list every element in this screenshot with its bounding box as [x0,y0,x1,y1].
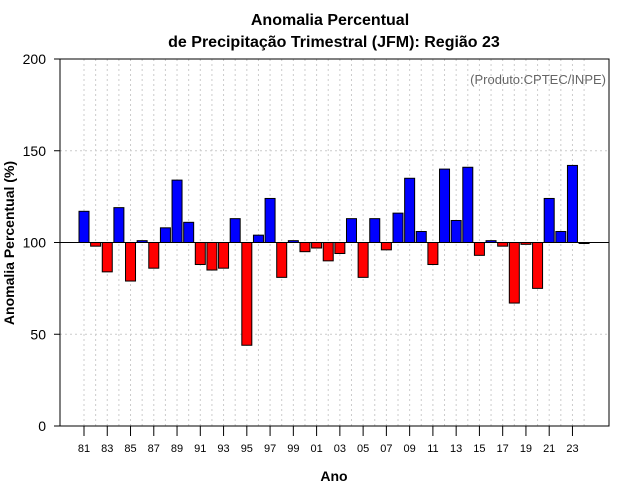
x-tick-label: 95 [241,443,253,455]
bars-layer [78,164,590,346]
y-axis-label: Anomalia Percentual (%) [1,161,17,325]
chart-title: Anomalia Percentual [251,12,409,29]
bar-96 [252,234,264,244]
chart-subtitle: de Precipitação Trimestral (JFM): Região… [168,34,500,51]
x-tick-label: 91 [194,443,206,455]
x-tick-label: 13 [450,443,462,455]
bar-01 [311,242,323,249]
x-tick-label: 99 [287,443,299,455]
x-tick-label: 05 [357,443,369,455]
x-tick-label: 19 [520,443,532,455]
bar-10 [415,230,427,244]
bar-89 [171,179,183,243]
y-tick-label: 100 [23,235,47,251]
bar-98 [276,242,288,278]
bar-09 [404,177,416,243]
bar-07 [380,242,392,251]
grid-layer [60,59,609,426]
x-tick-label: 89 [171,443,183,455]
bar-14 [462,166,474,243]
y-tick-label: 0 [38,418,46,434]
x-tick-label: 01 [310,443,322,455]
bar-03 [334,242,346,255]
x-tick-label: 07 [380,443,392,455]
bar-21 [543,197,555,244]
x-tick-label: 83 [101,443,113,455]
bar-82 [90,242,102,247]
bar-08 [392,212,404,243]
y-axis: 0 50 100 150 200 [23,51,60,434]
bar-15 [473,242,485,256]
bar-00 [299,242,311,253]
bar-05 [357,242,369,278]
bar-06 [369,218,381,244]
x-tick-label: 93 [217,443,229,455]
bar-87 [148,242,160,269]
x-tick-label: 11 [427,443,438,455]
x-tick-label: 09 [404,443,416,455]
x-tick-label: 23 [566,443,578,455]
bar-93 [218,242,230,269]
bar-92 [206,242,218,271]
bar-97 [264,197,276,244]
bar-81 [78,210,90,243]
x-tick-label: 17 [497,443,509,455]
bar-83 [101,242,113,273]
x-tick-label: 97 [264,443,276,455]
bar-95 [241,242,253,346]
bar-04 [345,218,357,244]
y-tick-label: 50 [30,326,46,342]
bar-17 [497,242,509,247]
x-tick-label: 21 [543,443,555,455]
x-axis: 81 83 85 87 89 91 93 95 97 99 01 03 05 07 09 11 13 15 17 19… [78,426,579,455]
bar-88 [159,227,171,244]
x-tick-label: 87 [148,443,160,455]
bar-02 [322,242,334,262]
bar-90 [183,221,195,244]
bar-11 [427,242,439,266]
y-tick-label: 200 [23,51,47,67]
bar-20 [532,242,544,289]
credit-text: (Produto:CPTEC/INPE) [470,72,606,87]
x-tick-label: 81 [78,443,90,455]
y-tick-label: 150 [23,143,47,159]
bar-12 [439,168,451,244]
bar-85 [125,242,137,282]
x-axis-label: Ano [320,468,347,484]
bar-18 [508,242,520,304]
x-tick-label: 85 [124,443,136,455]
bar-13 [450,219,462,243]
x-tick-label: 03 [334,443,346,455]
bar-22 [555,230,567,244]
x-tick-label: 15 [473,443,485,455]
bar-23 [566,164,578,243]
bar-91 [194,242,206,266]
bar-94 [229,218,241,244]
bar-84 [113,207,125,243]
